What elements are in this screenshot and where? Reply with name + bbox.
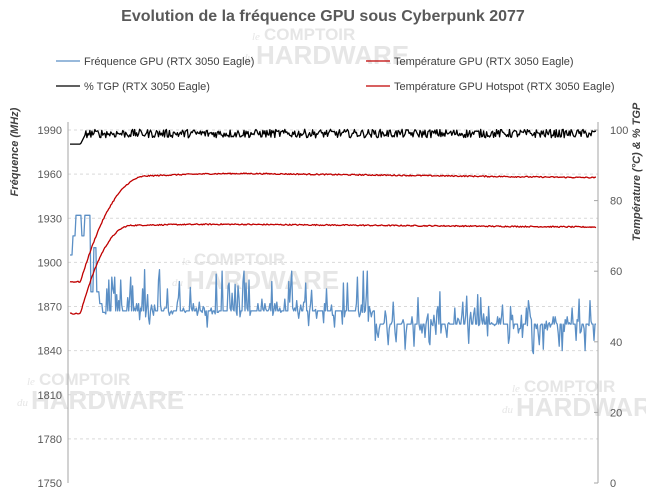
left-tick-label: 1930 — [38, 213, 62, 225]
legend-label-tgp: % TGP (RTX 3050 Eagle) — [84, 81, 210, 93]
chart-title: Evolution de la fréquence GPU sous Cyber… — [121, 8, 525, 25]
svg-text:HARDWARE: HARDWARE — [516, 392, 646, 422]
svg-text:le: le — [182, 256, 190, 268]
svg-text:COMPTOIR: COMPTOIR — [194, 250, 285, 269]
left-tick-label: 1960 — [38, 169, 62, 181]
legend-label-temperature: Température GPU (RTX 3050 Eagle) — [394, 56, 574, 68]
svg-text:COMPTOIR: COMPTOIR — [264, 25, 355, 44]
legend-label-hotspot: Température GPU Hotspot (RTX 3050 Eagle) — [394, 81, 615, 93]
svg-text:du: du — [172, 277, 184, 289]
svg-text:HARDWARE: HARDWARE — [256, 40, 409, 70]
svg-text:du: du — [502, 404, 514, 416]
right-tick-label: 40 — [610, 337, 622, 349]
left-tick-label: 1750 — [38, 478, 62, 490]
svg-text:le: le — [27, 376, 35, 388]
left-axis-ticks: 1750 1780 1810 1840 1870 1900 1930 1960 1990 — [38, 125, 62, 490]
legend: Fréquence GPU (RTX 3050 Eagle) Températu… — [56, 56, 615, 93]
svg-text:COMPTOIR: COMPTOIR — [524, 377, 615, 396]
right-axis-ticks: 0 20 40 60 80 100 — [594, 125, 628, 490]
svg-text:le: le — [252, 31, 260, 43]
gridlines — [68, 129, 598, 440]
right-tick-label: 80 — [610, 196, 622, 208]
right-tick-label: 0 — [610, 478, 616, 490]
left-axis-title: Fréquence (MHz) — [9, 107, 21, 196]
svg-text:du: du — [242, 52, 254, 64]
left-tick-label: 1780 — [38, 434, 62, 446]
right-tick-label: 60 — [610, 266, 622, 278]
left-tick-label: 1990 — [38, 125, 62, 137]
left-tick-label: 1870 — [38, 302, 62, 314]
svg-text:HARDWARE: HARDWARE — [31, 385, 184, 415]
series-frequence-line — [70, 214, 596, 355]
svg-text:du: du — [17, 397, 29, 409]
series-hotspot-line — [69, 172, 597, 283]
series-layer — [69, 128, 597, 355]
right-axis-title: Température (°C) & % TGP — [631, 102, 643, 241]
series-tgp-line — [70, 128, 597, 145]
svg-text:le: le — [512, 383, 520, 395]
left-tick-label: 1840 — [38, 346, 62, 358]
left-tick-label: 1810 — [38, 390, 62, 402]
legend-label-frequence: Fréquence GPU (RTX 3050 Eagle) — [84, 56, 254, 68]
series-temperature-line — [69, 223, 597, 315]
left-tick-label: 1900 — [38, 257, 62, 269]
right-tick-label: 20 — [610, 407, 622, 419]
right-tick-label: 100 — [610, 125, 628, 137]
svg-text:COMPTOIR: COMPTOIR — [39, 370, 130, 389]
svg-text:HARDWARE: HARDWARE — [186, 265, 339, 295]
